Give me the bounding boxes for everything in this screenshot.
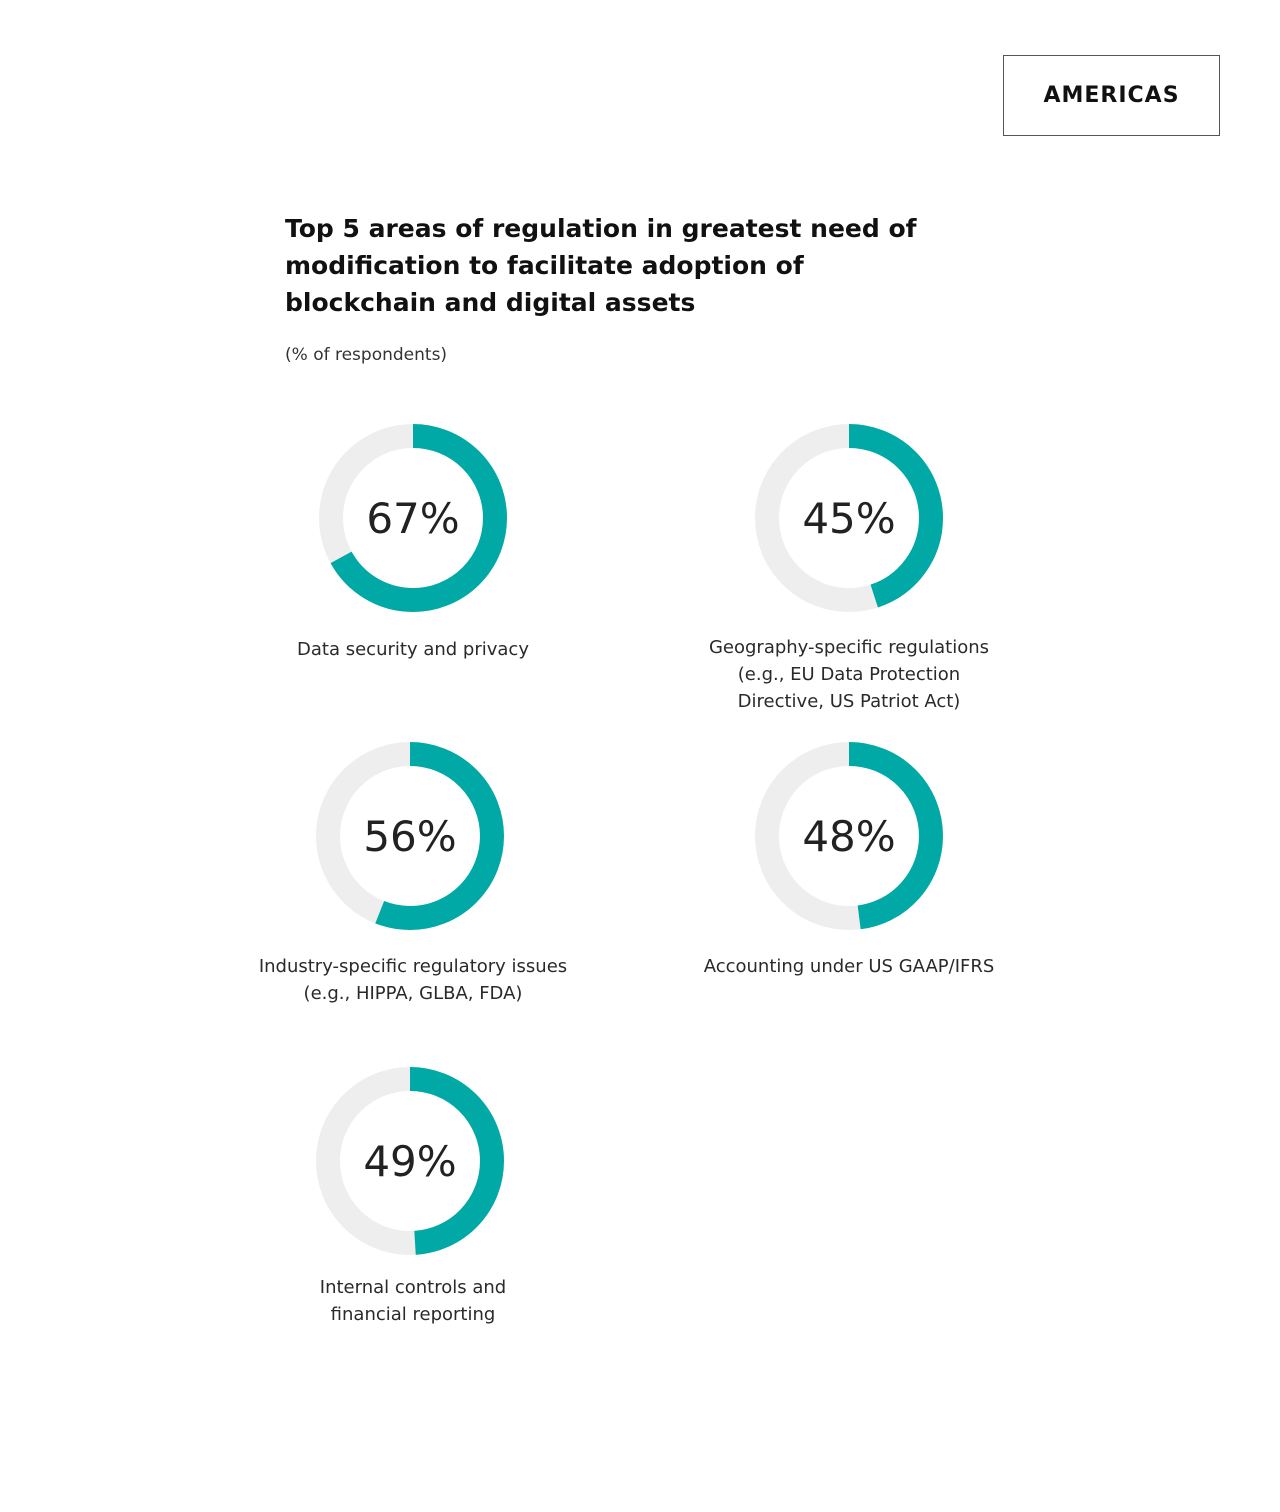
donut-category-label-line: Directive, US Patriot Act) bbox=[737, 691, 961, 712]
chart-title-line: Top 5 areas of regulation in greatest ne… bbox=[285, 214, 917, 243]
donut-category-label: Geography-specific regulations (e.g., EU… bbox=[649, 634, 1049, 715]
region-tag: AMERICAS bbox=[1003, 55, 1220, 136]
chart-subtitle: (% of respondents) bbox=[285, 345, 448, 365]
donut-value-arc bbox=[755, 424, 943, 612]
donut-ring bbox=[319, 424, 507, 612]
donut-category-label-line: Industry-specific regulatory issues bbox=[258, 956, 568, 977]
donut-chart: 56% bbox=[310, 736, 510, 936]
donut-chart: 48% bbox=[749, 736, 949, 936]
donut-value-arc bbox=[316, 1067, 504, 1255]
donut-value-label: 48% bbox=[802, 811, 896, 861]
donut-category-label-line: financial reporting bbox=[330, 1304, 496, 1325]
donut-value-arc bbox=[755, 742, 943, 930]
donut-value-arc bbox=[319, 424, 507, 612]
donut-ring bbox=[755, 424, 943, 612]
donut-ring bbox=[316, 1067, 504, 1255]
donut-category-label: Accounting under US GAAP/IFRS bbox=[649, 953, 1049, 980]
chart-title: Top 5 areas of regulation in greatest ne… bbox=[285, 210, 925, 321]
donut-ring bbox=[755, 742, 943, 930]
donut-category-label-line: Data security and privacy bbox=[297, 639, 529, 660]
donut-category-label-line: Internal controls and bbox=[319, 1277, 507, 1298]
chart-title-line: blockchain and digital assets bbox=[285, 288, 696, 317]
donut-chart: 67% bbox=[313, 418, 513, 618]
donut-value-label: 56% bbox=[363, 811, 457, 861]
donut-category-label: Industry-specific regulatory issues (e.g… bbox=[213, 953, 613, 1007]
donut-category-label: Internal controls and financial reportin… bbox=[213, 1274, 613, 1328]
donut-category-label-line: (e.g., EU Data Protection bbox=[737, 664, 961, 685]
donut-value-label: 45% bbox=[802, 493, 896, 543]
donut-category-label-line: Accounting under US GAAP/IFRS bbox=[703, 956, 995, 977]
donut-category-label-line: Geography-specific regulations bbox=[708, 637, 990, 658]
donut-chart: 49% bbox=[310, 1061, 510, 1261]
donut-value-label: 67% bbox=[366, 493, 460, 543]
donut-category-label-line: (e.g., HIPPA, GLBA, FDA) bbox=[303, 983, 523, 1004]
donut-value-label: 49% bbox=[363, 1136, 457, 1186]
donut-chart: 45% bbox=[749, 418, 949, 618]
donut-category-label: Data security and privacy bbox=[213, 636, 613, 663]
donut-value-arc bbox=[316, 742, 504, 930]
donut-ring bbox=[316, 742, 504, 930]
chart-title-line: modification to facilitate adoption of bbox=[285, 251, 804, 280]
